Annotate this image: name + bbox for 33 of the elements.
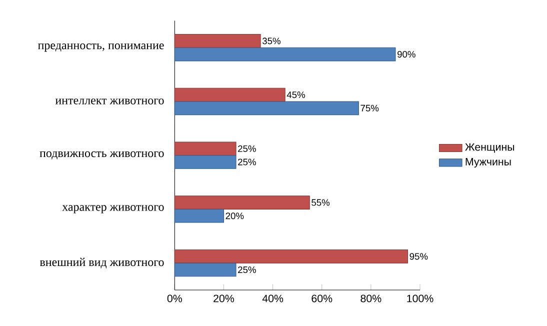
legend-label: Женщины — [465, 143, 514, 153]
bar — [174, 47, 396, 62]
data-label: 95% — [410, 253, 428, 260]
bar — [174, 34, 261, 48]
data-label: 55% — [312, 199, 330, 206]
data-label: 75% — [360, 104, 379, 112]
bar — [174, 208, 224, 223]
legend-label: Мужчины — [466, 158, 511, 168]
bar — [174, 249, 408, 264]
bar — [174, 196, 310, 210]
data-label: 45% — [286, 92, 306, 98]
data-label: 35% — [262, 38, 280, 44]
bar — [174, 142, 236, 156]
x-tick-label: 40% — [262, 294, 284, 302]
data-label: 20% — [226, 212, 244, 220]
bar — [174, 155, 236, 169]
y-tick-label: внешний вид животного — [40, 258, 164, 268]
bar — [174, 101, 359, 116]
data-label: 90% — [398, 50, 416, 58]
x-tick-label: 100% — [407, 294, 434, 302]
y-tick-label: интеллект животного — [55, 98, 164, 104]
x-tick-label: 20% — [214, 294, 234, 302]
data-label: 25% — [238, 145, 256, 152]
data-label: 25% — [238, 266, 256, 274]
bar — [174, 262, 236, 277]
x-tick-label: 60% — [312, 294, 332, 302]
bar — [174, 88, 286, 102]
x-tick-label: 80% — [360, 294, 382, 302]
y-tick-label: характер животного — [62, 205, 164, 214]
x-tick-label: 0% — [167, 294, 182, 302]
y-tick-label: преданность, понимание — [38, 44, 164, 52]
y-tick-label: подвижность животного — [40, 151, 164, 160]
data-label: 25% — [238, 158, 256, 166]
